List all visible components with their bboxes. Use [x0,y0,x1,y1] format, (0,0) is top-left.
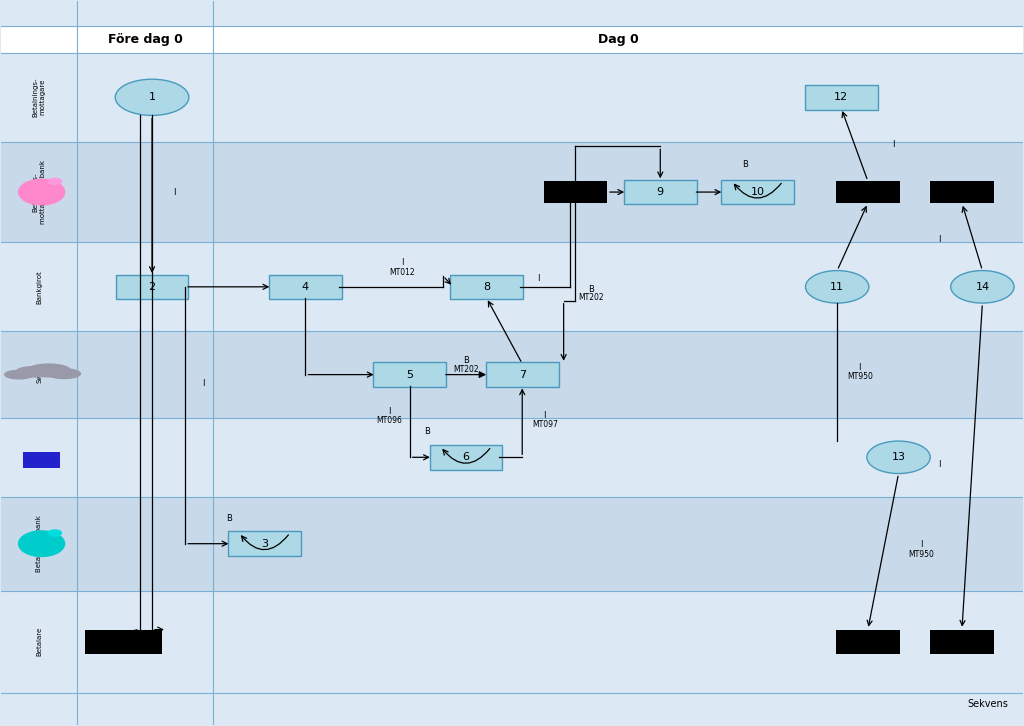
FancyBboxPatch shape [451,274,522,299]
Ellipse shape [18,179,65,205]
Text: MT950: MT950 [847,372,872,381]
Text: 8: 8 [483,282,490,292]
FancyBboxPatch shape [486,362,558,387]
FancyBboxPatch shape [374,362,446,387]
FancyBboxPatch shape [624,180,696,205]
Text: I: I [537,274,540,283]
FancyBboxPatch shape [116,274,188,299]
Text: 10: 10 [751,187,765,197]
Text: MT950: MT950 [908,550,934,558]
Text: I: I [938,235,941,244]
Text: I: I [388,407,390,416]
Bar [1,497,1023,591]
Text: Betalare: Betalare [36,627,42,656]
Text: Dag 0: Dag 0 [598,33,639,46]
Text: B: B [588,285,594,293]
Ellipse shape [867,441,930,473]
Bar [1,331,1023,417]
Text: I: I [892,140,895,149]
Ellipse shape [5,370,34,379]
Text: I: I [203,380,205,388]
FancyBboxPatch shape [269,274,342,299]
Bar [930,629,993,654]
Ellipse shape [48,179,61,184]
Text: Före dag 0: Före dag 0 [108,33,183,46]
Text: B: B [463,356,469,365]
FancyBboxPatch shape [805,85,878,110]
Text: Betalnings-
mottagare: Betalnings- mottagare [33,78,45,117]
Bar [1,53,1023,142]
Ellipse shape [48,369,81,378]
Text: I: I [173,187,176,197]
Ellipse shape [18,531,65,556]
Text: 7: 7 [519,370,525,380]
Text: 1: 1 [148,92,156,102]
Text: Betalarens bank: Betalarens bank [36,515,42,572]
Ellipse shape [806,271,869,303]
FancyBboxPatch shape [228,531,301,556]
Bar [544,182,607,203]
Text: 6: 6 [463,452,469,462]
Bar [24,452,60,468]
Text: I: I [858,363,861,372]
Text: 12: 12 [835,92,848,102]
Bar [1,417,1023,497]
Text: Bankgirot: Bankgirot [36,270,42,303]
Text: 2: 2 [148,282,156,292]
Bar [1,591,1023,693]
Text: RIX: RIX [36,452,42,463]
Bar [837,629,899,654]
Text: MT202: MT202 [454,364,479,374]
Bar [1,26,1023,53]
FancyBboxPatch shape [430,445,503,470]
Text: Betalnings-
mottagarens bank: Betalnings- mottagarens bank [33,160,45,224]
Text: MT096: MT096 [377,416,402,425]
Text: Sekvens: Sekvens [967,699,1008,709]
Bar [1,242,1023,331]
Ellipse shape [16,367,51,377]
Text: B: B [424,427,430,436]
Text: MT202: MT202 [578,293,603,301]
Text: 13: 13 [892,452,905,462]
Ellipse shape [950,271,1014,303]
Text: MT097: MT097 [531,420,558,429]
Text: MT012: MT012 [389,269,415,277]
Bar [85,629,162,654]
Text: I: I [938,460,941,469]
Bar [930,182,993,203]
Text: 4: 4 [302,282,309,292]
Ellipse shape [28,364,71,377]
Text: B: B [742,160,749,168]
Text: 11: 11 [830,282,844,292]
Ellipse shape [116,79,188,115]
Text: I: I [920,540,923,550]
Text: 9: 9 [656,187,664,197]
FancyBboxPatch shape [721,180,794,205]
Text: B: B [226,513,231,523]
Text: 5: 5 [407,370,414,380]
Text: 3: 3 [261,539,268,549]
Ellipse shape [48,530,61,536]
Text: I: I [544,412,546,420]
Bar [837,182,899,203]
Bar [1,142,1023,242]
Text: I: I [401,258,403,267]
Text: Swift: Swift [36,366,42,383]
Text: 14: 14 [975,282,989,292]
